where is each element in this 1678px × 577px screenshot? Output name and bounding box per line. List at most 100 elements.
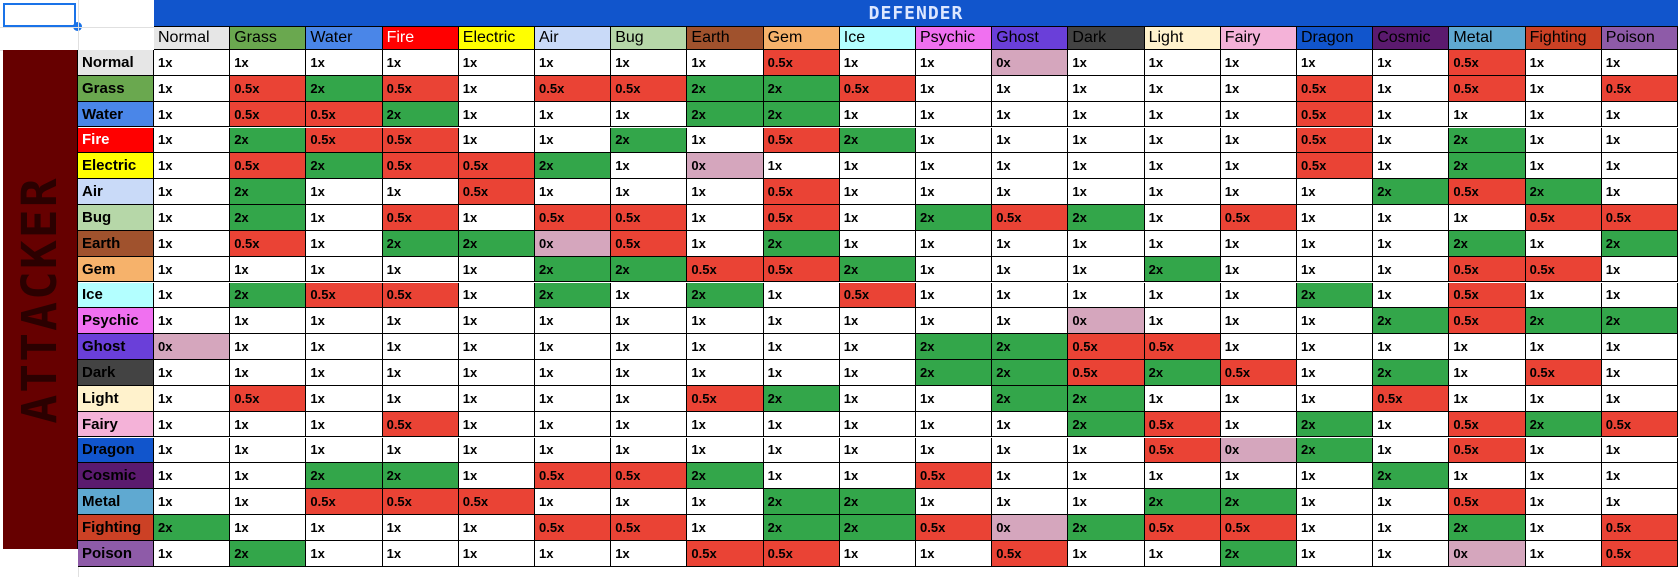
matrix-cell[interactable]: 1x xyxy=(306,515,383,541)
matrix-cell[interactable]: 2x xyxy=(992,334,1069,360)
matrix-cell[interactable]: 0.5x xyxy=(535,463,612,490)
matrix-cell[interactable]: 2x xyxy=(687,75,764,102)
matrix-cell[interactable]: 1x xyxy=(1068,179,1145,205)
matrix-cell[interactable]: 1x xyxy=(458,50,535,76)
matrix-cell[interactable]: 1x xyxy=(535,50,612,76)
matrix-cell[interactable]: 0.5x xyxy=(1449,308,1526,335)
col-header-gem[interactable]: Gem xyxy=(763,27,840,50)
matrix-cell[interactable]: 1x xyxy=(1144,282,1221,309)
matrix-cell[interactable]: 1x xyxy=(763,463,840,490)
matrix-cell[interactable]: 1x xyxy=(916,75,993,102)
matrix-cell[interactable]: 1x xyxy=(535,489,612,515)
matrix-cell[interactable]: 1x xyxy=(763,411,840,438)
row-header-bug[interactable]: Bug xyxy=(78,205,154,231)
matrix-cell[interactable]: 0.5x xyxy=(1144,411,1221,438)
matrix-cell[interactable]: 1x xyxy=(306,205,383,231)
matrix-cell[interactable]: 1x xyxy=(839,385,916,412)
matrix-cell[interactable]: 0.5x xyxy=(382,489,459,515)
matrix-cell[interactable]: 1x xyxy=(1144,153,1221,180)
matrix-cell[interactable]: 1x xyxy=(458,205,535,231)
matrix-cell[interactable]: 0.5x xyxy=(382,153,459,180)
col-header-psychic[interactable]: Psychic xyxy=(916,27,993,50)
matrix-cell[interactable]: 2x xyxy=(1449,127,1526,154)
matrix-cell[interactable]: 1x xyxy=(687,205,764,231)
matrix-cell[interactable]: 1x xyxy=(154,50,231,76)
matrix-cell[interactable]: 1x xyxy=(1297,489,1374,515)
matrix-cell[interactable]: 1x xyxy=(687,308,764,335)
matrix-cell[interactable]: 1x xyxy=(839,360,916,386)
matrix-cell[interactable]: 1x xyxy=(382,179,459,205)
matrix-cell[interactable]: 0.5x xyxy=(458,153,535,180)
matrix-cell[interactable]: 1x xyxy=(458,127,535,154)
matrix-cell[interactable]: 1x xyxy=(1601,463,1678,490)
matrix-cell[interactable]: 1x xyxy=(611,101,688,128)
matrix-cell[interactable]: 1x xyxy=(916,282,993,309)
matrix-cell[interactable]: 1x xyxy=(1220,127,1297,154)
matrix-cell[interactable]: 2x xyxy=(382,463,459,490)
matrix-cell[interactable]: 2x xyxy=(763,230,840,257)
matrix-cell[interactable]: 1x xyxy=(1220,50,1297,76)
matrix-cell[interactable]: 1x xyxy=(230,411,307,438)
matrix-cell[interactable]: 1x xyxy=(1144,75,1221,102)
matrix-cell[interactable]: 1x xyxy=(535,411,612,438)
matrix-cell[interactable]: 0.5x xyxy=(1297,75,1374,102)
matrix-cell[interactable]: 1x xyxy=(230,308,307,335)
matrix-cell[interactable]: 1x xyxy=(763,437,840,464)
matrix-cell[interactable]: 2x xyxy=(1297,282,1374,309)
matrix-cell[interactable]: 1x xyxy=(611,334,688,360)
matrix-cell[interactable]: 2x xyxy=(1373,360,1450,386)
matrix-cell[interactable]: 1x xyxy=(1525,282,1602,309)
matrix-cell[interactable]: 1x xyxy=(382,50,459,76)
matrix-cell[interactable]: 0.5x xyxy=(1068,360,1145,386)
col-header-fighting[interactable]: Fighting xyxy=(1525,27,1602,50)
matrix-cell[interactable]: 2x xyxy=(1068,385,1145,412)
matrix-cell[interactable]: 1x xyxy=(1144,127,1221,154)
matrix-cell[interactable]: 1x xyxy=(1068,153,1145,180)
matrix-cell[interactable]: 1x xyxy=(839,230,916,257)
matrix-cell[interactable]: 1x xyxy=(611,540,688,567)
selected-cell[interactable] xyxy=(3,3,76,27)
matrix-cell[interactable]: 1x xyxy=(1525,153,1602,180)
matrix-cell[interactable]: 2x xyxy=(839,127,916,154)
matrix-cell[interactable]: 2x xyxy=(306,75,383,102)
matrix-cell[interactable]: 1x xyxy=(306,360,383,386)
matrix-cell[interactable]: 1x xyxy=(611,282,688,309)
matrix-cell[interactable]: 1x xyxy=(1297,463,1374,490)
matrix-cell[interactable]: 1x xyxy=(1525,540,1602,567)
matrix-cell[interactable]: 2x xyxy=(1373,463,1450,490)
row-header-grass[interactable]: Grass xyxy=(78,75,154,102)
col-header-grass[interactable]: Grass xyxy=(230,27,307,50)
matrix-cell[interactable]: 1x xyxy=(687,515,764,541)
matrix-cell[interactable]: 1x xyxy=(1297,334,1374,360)
matrix-cell[interactable]: 1x xyxy=(1144,230,1221,257)
matrix-cell[interactable]: 1x xyxy=(306,256,383,283)
col-header-fire[interactable]: Fire xyxy=(382,27,459,50)
matrix-cell[interactable]: 1x xyxy=(154,127,231,154)
matrix-cell[interactable]: 1x xyxy=(992,127,1069,154)
matrix-cell[interactable]: 2x xyxy=(687,282,764,309)
matrix-cell[interactable]: 1x xyxy=(992,489,1069,515)
matrix-cell[interactable]: 1x xyxy=(916,411,993,438)
matrix-cell[interactable]: 1x xyxy=(1068,437,1145,464)
matrix-cell[interactable]: 0.5x xyxy=(1297,127,1374,154)
matrix-cell[interactable]: 1x xyxy=(154,360,231,386)
matrix-cell[interactable]: 1x xyxy=(687,334,764,360)
matrix-cell[interactable]: 2x xyxy=(230,205,307,231)
matrix-cell[interactable]: 0.5x xyxy=(611,75,688,102)
matrix-cell[interactable]: 1x xyxy=(1449,205,1526,231)
fill-handle[interactable] xyxy=(73,22,82,31)
matrix-cell[interactable]: 0.5x xyxy=(230,75,307,102)
matrix-cell[interactable]: 0.5x xyxy=(1449,50,1526,76)
matrix-cell[interactable]: 1x xyxy=(687,437,764,464)
matrix-cell[interactable]: 1x xyxy=(1297,50,1374,76)
matrix-cell[interactable]: 1x xyxy=(1144,308,1221,335)
matrix-cell[interactable]: 1x xyxy=(458,437,535,464)
matrix-cell[interactable]: 1x xyxy=(382,385,459,412)
matrix-cell[interactable]: 1x xyxy=(687,127,764,154)
matrix-cell[interactable]: 1x xyxy=(1068,282,1145,309)
matrix-cell[interactable]: 0x xyxy=(992,515,1069,541)
matrix-cell[interactable]: 1x xyxy=(154,75,231,102)
col-header-normal[interactable]: Normal xyxy=(154,27,231,50)
matrix-cell[interactable]: 0.5x xyxy=(535,75,612,102)
row-header-ghost[interactable]: Ghost xyxy=(78,334,154,360)
